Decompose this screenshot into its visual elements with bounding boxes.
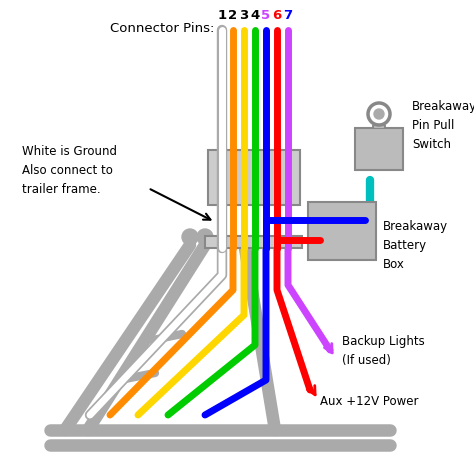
Bar xyxy=(205,236,302,248)
Text: Backup Lights
(If used): Backup Lights (If used) xyxy=(342,335,425,367)
Bar xyxy=(208,150,300,205)
Circle shape xyxy=(182,229,198,245)
Text: Aux +12V Power: Aux +12V Power xyxy=(320,395,419,408)
Text: 5: 5 xyxy=(262,9,271,21)
Circle shape xyxy=(374,109,384,119)
Text: Breakaway
Pin Pull
Switch: Breakaway Pin Pull Switch xyxy=(412,100,474,151)
Text: 6: 6 xyxy=(273,9,282,21)
Text: 3: 3 xyxy=(239,9,249,21)
Bar xyxy=(308,202,376,260)
Text: Breakaway
Battery
Box: Breakaway Battery Box xyxy=(383,220,448,271)
Text: White is Ground
Also connect to
trailer frame.: White is Ground Also connect to trailer … xyxy=(22,145,117,196)
Text: 4: 4 xyxy=(250,9,260,21)
Text: 1: 1 xyxy=(218,9,227,21)
Bar xyxy=(355,128,403,170)
Circle shape xyxy=(197,229,213,245)
Text: Connector Pins:: Connector Pins: xyxy=(110,21,214,35)
Text: 2: 2 xyxy=(228,9,237,21)
Text: 7: 7 xyxy=(283,9,292,21)
